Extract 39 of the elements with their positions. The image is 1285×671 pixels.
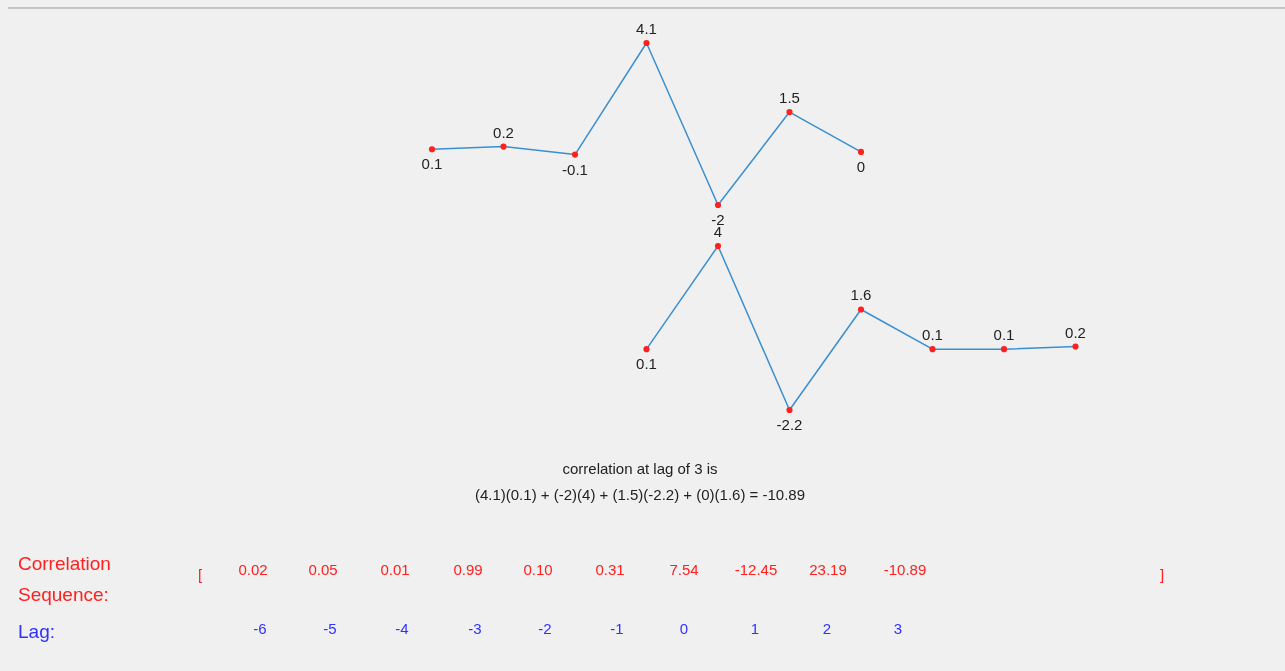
text: -5 (323, 620, 337, 637)
data-label: 1.6 (850, 286, 872, 304)
text: 7.54 (669, 561, 699, 578)
data-label: -2.2 (776, 416, 803, 433)
text: 1 (750, 620, 760, 637)
text: 0.02 (238, 561, 268, 578)
text: Lag: (18, 621, 55, 642)
data-label: 0.1 (636, 355, 657, 373)
text: 3 (893, 620, 903, 637)
text: 0.05 (308, 561, 338, 578)
text: (4.1)(0.1) + (-2)(4) + (1.5)(-2.2) + (0)(1.6) = -10.89 (474, 486, 806, 503)
data-label: 0.2 (493, 123, 514, 141)
data-label: 0.1 (922, 326, 943, 344)
text: [ (197, 566, 203, 583)
data-label: 4.1 (636, 20, 657, 37)
text: 0.99 (453, 561, 483, 578)
text: -4 (395, 620, 409, 637)
data-label: 0.1 (993, 326, 1015, 344)
data-label: 0 (856, 157, 866, 175)
text: 0.31 (595, 561, 625, 578)
data-label: 0.2 (1065, 323, 1086, 341)
data-label: 0.1 (421, 155, 443, 173)
data-label: 1.5 (779, 89, 800, 107)
text: correlation at lag of 3 is (562, 460, 718, 477)
text: 0.01 (380, 561, 410, 578)
text: ] (1159, 566, 1165, 583)
text: Correlation Sequence: (18, 553, 111, 605)
text: -10.89 (883, 561, 927, 578)
data-label: -0.1 (562, 160, 588, 178)
text: 2 (822, 620, 832, 637)
text: -2 (538, 620, 552, 637)
text: -1 (610, 620, 624, 637)
text: -3 (468, 620, 482, 637)
text: -6 (253, 620, 267, 637)
data-label: -2 (711, 211, 725, 228)
text: -12.45 (734, 561, 778, 578)
text: 0.10 (523, 561, 553, 578)
text: 0 (679, 620, 689, 637)
text: 23.19 (809, 561, 847, 578)
